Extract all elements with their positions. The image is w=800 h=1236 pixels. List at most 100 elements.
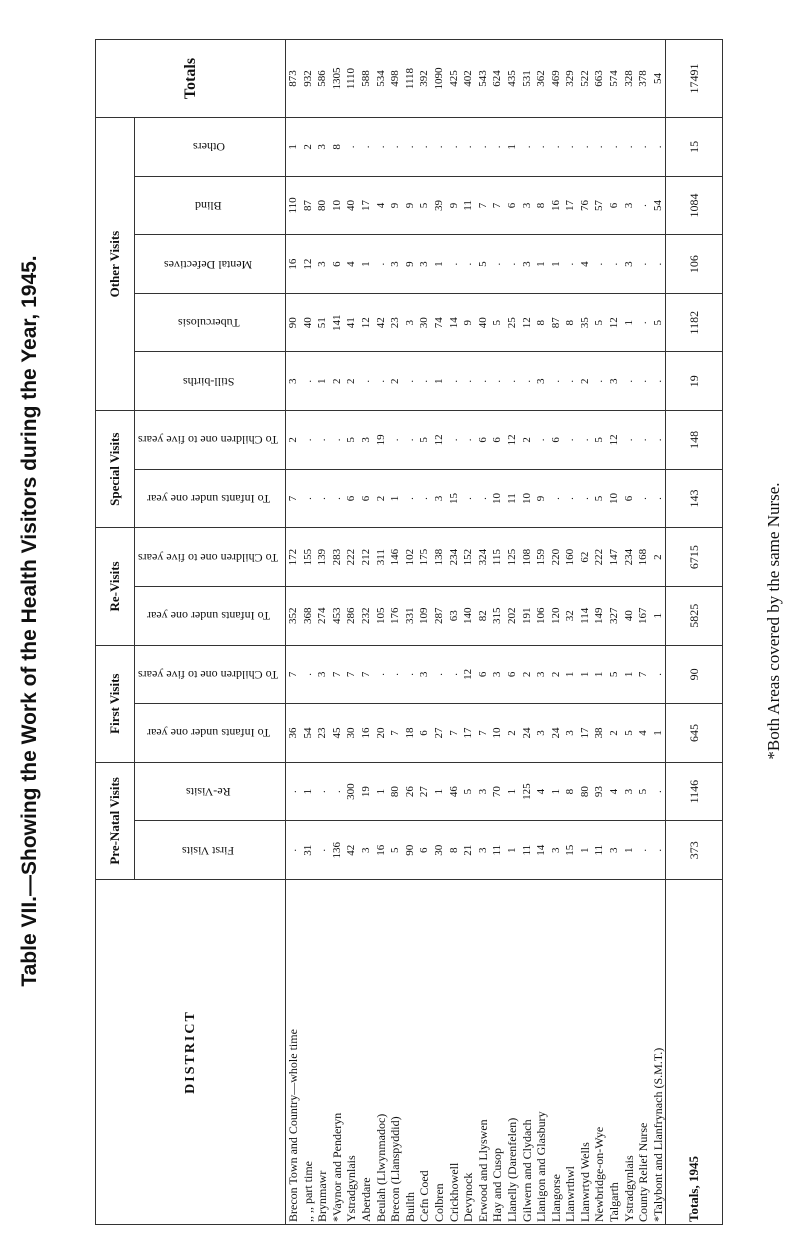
header-row: DISTRICT Pre-Natal Visits First Visits Re-V… (95, 39, 286, 1225)
cell: . (300, 469, 316, 528)
cell: 115 (490, 527, 505, 587)
cell: 352 (285, 586, 301, 646)
cell: 40 (300, 293, 316, 352)
cell: . (475, 469, 491, 528)
cell: 5 (344, 410, 359, 470)
cell: 3 (388, 234, 403, 294)
cell: 1 (388, 469, 403, 528)
total-cell: 1146 (665, 762, 723, 821)
total-cell: 1182 (665, 293, 723, 352)
cell: . (358, 351, 374, 411)
cell: 54 (300, 703, 316, 763)
total-cell: 106 (665, 234, 723, 294)
column-header: Tuberculosis (134, 293, 286, 352)
group-header: First Visits (95, 645, 135, 763)
column-header-text: Mental Defectives (164, 257, 253, 272)
cell: 3 (534, 703, 549, 763)
totals-header: Totals (95, 39, 286, 118)
cell: 12 (300, 234, 316, 294)
cell: 3 (358, 820, 374, 880)
district-row: Llanwrtyd Wells 1 80 17 1 114 62.. 2 35 4 76. 522 (577, 39, 593, 1225)
district-name: Beulah (Llwynmadoc) (373, 879, 389, 1225)
district-name: Brecon (Llanspyddid) (388, 879, 403, 1225)
cell: 202 (504, 586, 520, 646)
cell: 12 (504, 410, 520, 470)
cell: . (402, 410, 418, 470)
cell: 90 (402, 820, 418, 880)
cell: 534 (373, 39, 389, 118)
cell: . (402, 469, 418, 528)
cell: 23 (315, 703, 330, 763)
district-row: Crickhowell 8 46 7. 63 234 15.. 14. 9. 425 (446, 39, 462, 1225)
cell: . (636, 469, 651, 528)
district-name: County Relief Nurse (636, 879, 651, 1225)
cell: 3 (519, 176, 535, 235)
cell: 168 (636, 527, 651, 587)
cell: 2 (300, 117, 316, 177)
cell: 80 (315, 176, 330, 235)
cell: . (300, 410, 316, 470)
cell: 12 (519, 293, 535, 352)
cell: 19 (373, 410, 389, 470)
cell: . (563, 410, 578, 470)
cell: 138 (431, 527, 447, 587)
district-name: Ystradgynlais (344, 879, 359, 1225)
cell: . (446, 117, 462, 177)
cell: 2 (548, 645, 564, 704)
cell: . (504, 234, 520, 294)
cell: 2 (519, 645, 535, 704)
cell: 110 (285, 176, 301, 235)
cell: 402 (461, 39, 476, 118)
cell: 7 (358, 645, 374, 704)
cell: 5 (417, 176, 432, 235)
column-header: To Infants under one year (134, 586, 286, 646)
cell: 2 (607, 703, 622, 763)
cell: 6 (417, 820, 432, 880)
cell: 6 (621, 469, 637, 528)
district-name: *Talybont and Llanfrynach (S.M.T.) (650, 879, 666, 1225)
cell: 6 (344, 469, 359, 528)
cell: 1 (431, 351, 447, 411)
column-header-text: First Visits (182, 843, 235, 858)
cell: 5 (490, 293, 505, 352)
cell: . (621, 410, 637, 470)
cell: 3 (607, 351, 622, 411)
cell: 362 (534, 39, 549, 118)
cell: 3 (519, 234, 535, 294)
cell: 1 (621, 820, 637, 880)
cell: 42 (373, 293, 389, 352)
cell: 1 (373, 762, 389, 821)
cell: 146 (388, 527, 403, 587)
cell: . (373, 645, 389, 704)
total-cell: 143 (665, 469, 723, 528)
cell: . (534, 410, 549, 470)
cell: 7 (475, 703, 491, 763)
cell: . (417, 469, 432, 528)
cell: 17 (577, 703, 593, 763)
group-header: Pre-Natal Visits (95, 762, 135, 880)
column-header: Mental Defectives (134, 234, 286, 294)
cell: . (402, 645, 418, 704)
total-cell: 1084 (665, 176, 723, 235)
cell: 574 (607, 39, 622, 118)
cell: 3 (417, 234, 432, 294)
cell: 80 (577, 762, 593, 821)
district-row: Brecon Town and Country—whole time.. 36 7 3… (285, 39, 301, 1225)
cell: 6 (358, 469, 374, 528)
cell: 7 (475, 176, 491, 235)
cell: 125 (504, 527, 520, 587)
cell: 6 (417, 703, 432, 763)
cell: 41 (344, 293, 359, 352)
cell: 3 (417, 645, 432, 704)
column-header: Still-births (134, 351, 286, 411)
cell: 2 (285, 410, 301, 470)
district-name: Colbren (431, 879, 447, 1225)
district-name: Cefn Coed (417, 879, 432, 1225)
cell: 6 (607, 176, 622, 235)
cell: 5 (388, 820, 403, 880)
cell: . (490, 351, 505, 411)
cell: 327 (607, 586, 622, 646)
cell: . (475, 351, 491, 411)
cell: 14 (534, 820, 549, 880)
cell: . (650, 117, 666, 177)
